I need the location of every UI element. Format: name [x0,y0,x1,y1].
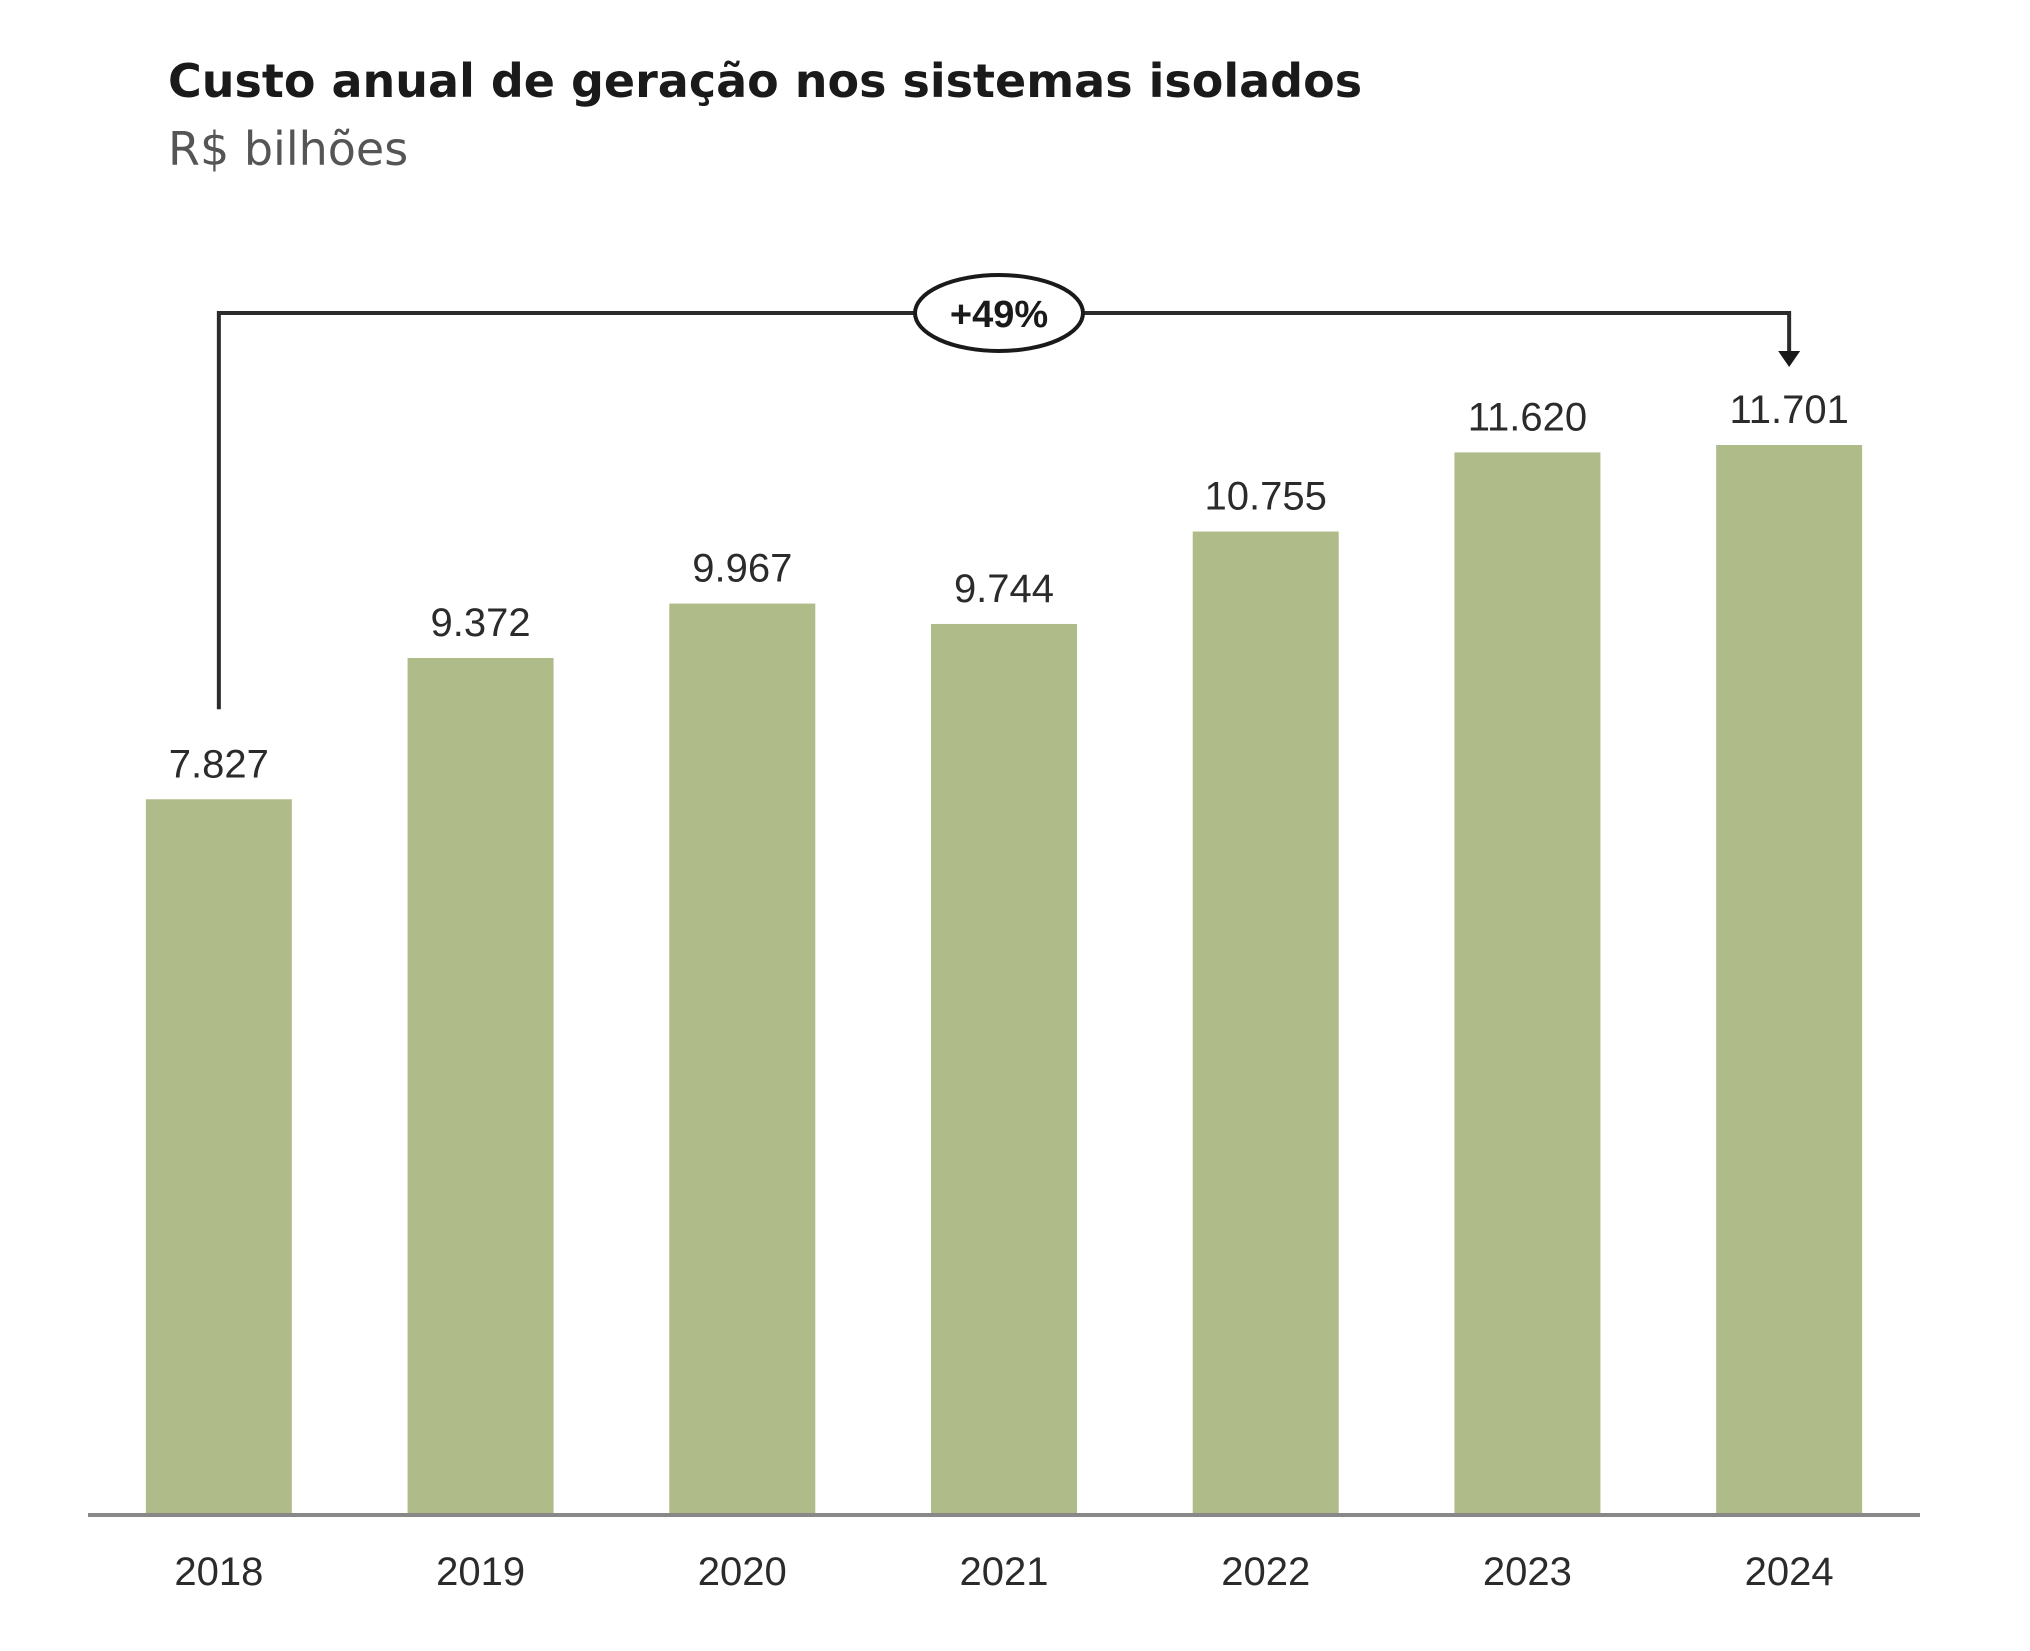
bar-2024 [1716,445,1863,1515]
value-label-2024: 11.701 [1729,388,1848,432]
bar-2020 [669,603,816,1515]
annotation-badge [913,273,1085,353]
bar-2018 [145,799,292,1515]
value-label-2020: 9.967 [692,547,792,591]
tick-label-2018: 2018 [174,1550,263,1594]
tick-label-2020: 2020 [698,1550,787,1594]
x-axis-ticks: 2018 2019 2020 2021 2022 2023 2024 [174,1550,1833,1594]
value-label-2021: 9.744 [954,567,1054,611]
annotation-arrowhead [1778,351,1801,367]
tick-label-2023: 2023 [1483,1550,1572,1594]
growth-annotation: +49% [216,273,1801,710]
tick-label-2021: 2021 [960,1550,1049,1594]
bar-2021 [931,623,1077,1515]
value-label-2022: 10.755 [1205,475,1327,519]
value-label-2019: 9.372 [431,601,531,645]
value-label-2018: 7.827 [169,742,269,786]
bar-2019 [407,657,554,1515]
value-labels: 7.827 9.372 9.967 9.744 10.755 11.620 11.701 [169,388,1849,786]
bar-2023 [1454,452,1601,1515]
tick-label-2022: 2022 [1221,1550,1310,1594]
annotation-label: +49% [950,294,1048,336]
bars [145,445,1863,1515]
chart-subtitle: R$ bilhões [168,122,408,176]
tick-label-2019: 2019 [436,1550,525,1594]
bar-2022 [1192,531,1339,1515]
value-label-2023: 11.620 [1468,395,1587,439]
chart-title: Custo anual de geração nos sistemas isol… [168,54,1362,108]
tick-label-2024: 2024 [1745,1550,1834,1594]
